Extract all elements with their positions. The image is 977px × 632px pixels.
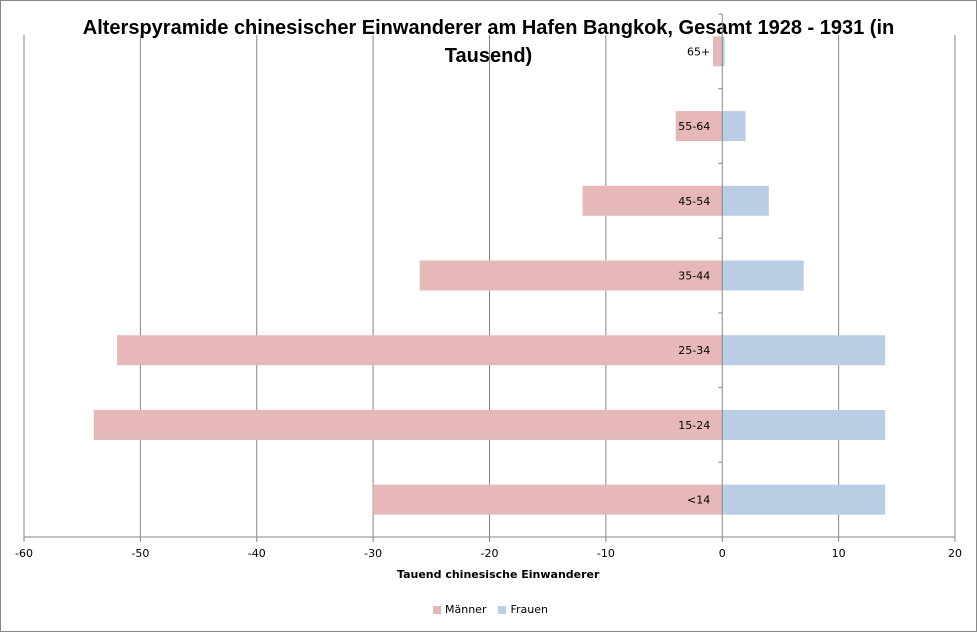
legend: Männer Frauen bbox=[433, 603, 548, 616]
category-label: 45-54 bbox=[678, 195, 710, 208]
x-tick-label: -40 bbox=[248, 547, 266, 560]
bar-frauen bbox=[722, 409, 886, 440]
legend-item-frauen: Frauen bbox=[498, 603, 548, 616]
bar-frauen bbox=[722, 260, 804, 291]
x-tick-label: 20 bbox=[948, 547, 962, 560]
bar-frauen bbox=[722, 111, 746, 142]
x-tick-label: 0 bbox=[719, 547, 726, 560]
category-label: 55-64 bbox=[678, 120, 710, 133]
chart-title: Alterspyramide chinesischer Einwanderer … bbox=[82, 17, 895, 67]
x-tick-label: -10 bbox=[597, 547, 615, 560]
legend-label-frauen: Frauen bbox=[510, 603, 548, 616]
category-label: 35-44 bbox=[678, 270, 710, 283]
category-label: <14 bbox=[687, 494, 710, 507]
bar-frauen bbox=[722, 484, 886, 515]
category-label: 25-34 bbox=[678, 344, 710, 357]
x-axis-label: Tauend chinesische Einwanderer bbox=[397, 568, 600, 581]
bar-maenner bbox=[582, 185, 723, 216]
legend-swatch-maenner bbox=[433, 605, 441, 614]
bar-maenner bbox=[675, 111, 723, 142]
x-tick-label: -20 bbox=[481, 547, 499, 560]
legend-item-maenner: Männer bbox=[433, 603, 486, 616]
x-tick-label: -60 bbox=[15, 547, 33, 560]
bar-frauen bbox=[722, 36, 725, 67]
legend-label-maenner: Männer bbox=[445, 603, 487, 616]
bar-maenner bbox=[93, 409, 723, 440]
legend-swatch-frauen bbox=[498, 605, 507, 614]
category-label: 65+ bbox=[687, 45, 710, 58]
bar-maenner bbox=[712, 36, 723, 67]
bar-maenner bbox=[419, 260, 723, 291]
bar-frauen bbox=[722, 335, 886, 366]
bar-maenner bbox=[117, 335, 723, 366]
x-tick-label: -30 bbox=[364, 547, 382, 560]
x-tick-label: 10 bbox=[832, 547, 846, 560]
x-tick-label: -50 bbox=[131, 547, 149, 560]
bar-maenner bbox=[373, 484, 723, 515]
bar-frauen bbox=[722, 185, 769, 216]
category-label: 15-24 bbox=[678, 419, 710, 432]
